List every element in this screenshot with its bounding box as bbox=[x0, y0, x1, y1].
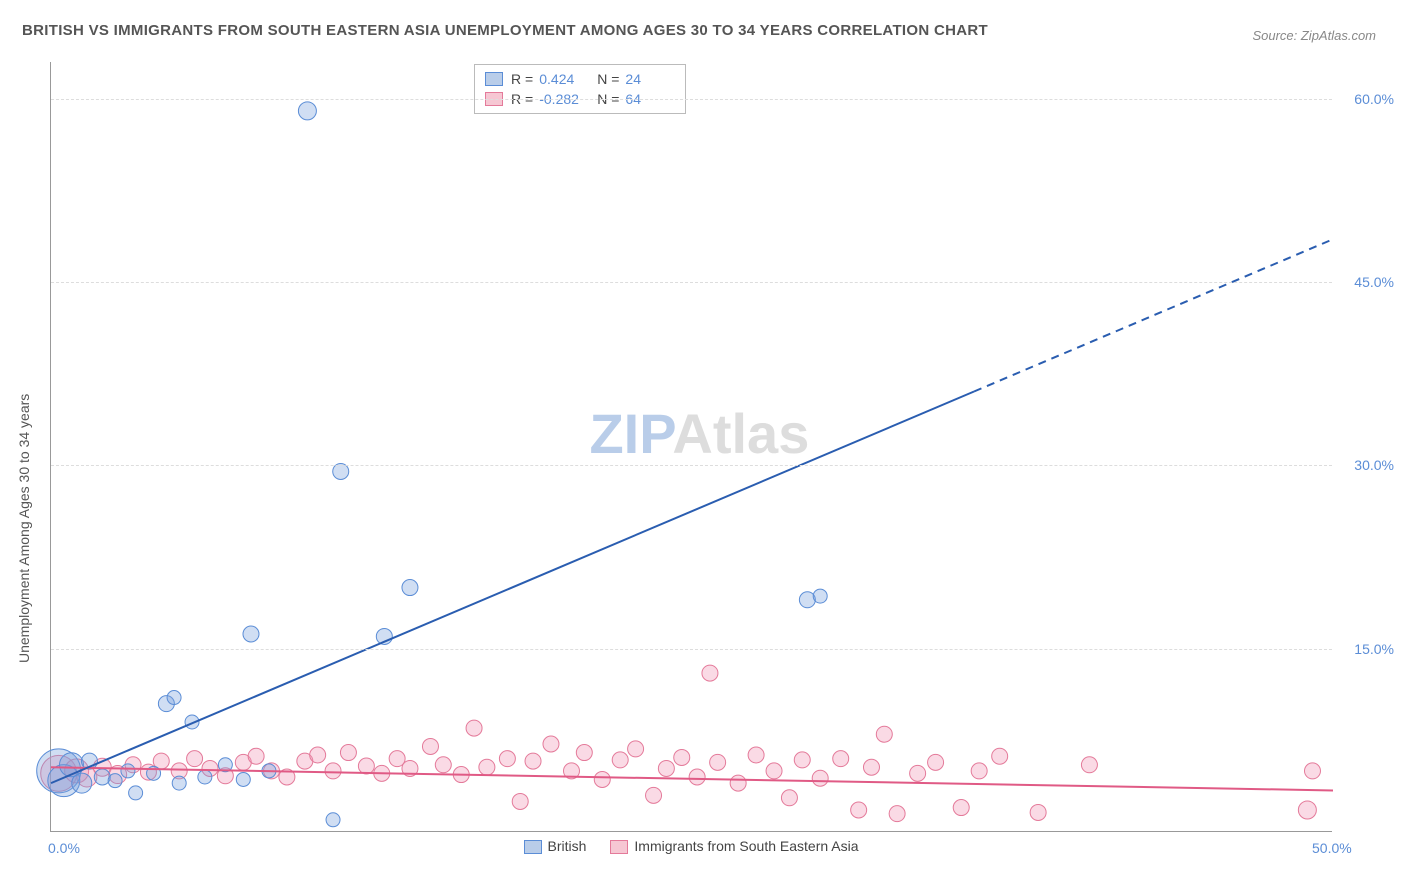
british-point bbox=[298, 102, 316, 120]
chart-title: BRITISH VS IMMIGRANTS FROM SOUTH EASTERN… bbox=[22, 22, 988, 39]
british-point bbox=[198, 770, 212, 784]
immigrants-point bbox=[1030, 804, 1046, 820]
immigrants-point bbox=[340, 745, 356, 761]
immigrants-point bbox=[187, 751, 203, 767]
british-point bbox=[167, 691, 181, 705]
series-legend-item: British bbox=[524, 838, 587, 854]
immigrants-point bbox=[612, 752, 628, 768]
legend-swatch bbox=[610, 840, 628, 854]
british-point bbox=[121, 764, 135, 778]
plot-svg bbox=[51, 62, 1333, 832]
immigrants-point bbox=[812, 770, 828, 786]
immigrants-point bbox=[851, 802, 867, 818]
immigrants-point bbox=[1298, 801, 1316, 819]
immigrants-point bbox=[992, 748, 1008, 764]
legend-label: Immigrants from South Eastern Asia bbox=[634, 838, 858, 854]
immigrants-point bbox=[689, 769, 705, 785]
immigrants-point bbox=[525, 753, 541, 769]
immigrants-point bbox=[1081, 757, 1097, 773]
british-point bbox=[172, 776, 186, 790]
immigrants-point bbox=[730, 775, 746, 791]
legend-label: British bbox=[548, 838, 587, 854]
british-point bbox=[236, 772, 250, 786]
immigrants-point bbox=[628, 741, 644, 757]
immigrants-point bbox=[863, 759, 879, 775]
immigrants-point bbox=[766, 763, 782, 779]
british-trendline-solid bbox=[51, 392, 974, 784]
immigrants-point bbox=[876, 726, 892, 742]
british-point bbox=[72, 773, 92, 793]
immigrants-point bbox=[248, 748, 264, 764]
gridline bbox=[51, 99, 1332, 100]
immigrants-point bbox=[889, 806, 905, 822]
correlation-legend: R = 0.424N = 24R = -0.282N = 64 bbox=[474, 64, 686, 114]
immigrants-point bbox=[910, 765, 926, 781]
british-point bbox=[326, 813, 340, 827]
immigrants-point bbox=[658, 760, 674, 776]
immigrants-point bbox=[435, 757, 451, 773]
r-label: R = bbox=[511, 71, 533, 87]
british-point bbox=[402, 580, 418, 596]
immigrants-point bbox=[794, 752, 810, 768]
y-tick-label: 60.0% bbox=[1354, 91, 1394, 107]
y-tick-label: 30.0% bbox=[1354, 457, 1394, 473]
immigrants-point bbox=[479, 759, 495, 775]
chart-container: BRITISH VS IMMIGRANTS FROM SOUTH EASTERN… bbox=[0, 0, 1406, 892]
n-value: 24 bbox=[625, 71, 675, 87]
british-point bbox=[129, 786, 143, 800]
british-point bbox=[813, 589, 827, 603]
y-axis-title: Unemployment Among Ages 30 to 34 years bbox=[16, 393, 32, 662]
immigrants-point bbox=[710, 754, 726, 770]
series-legend: British Immigrants from South Eastern Asi… bbox=[524, 838, 859, 854]
immigrants-point bbox=[543, 736, 559, 752]
series-legend-item: Immigrants from South Eastern Asia bbox=[610, 838, 858, 854]
x-tick-50: 50.0% bbox=[1312, 840, 1352, 856]
x-tick-0: 0.0% bbox=[48, 840, 80, 856]
gridline bbox=[51, 649, 1332, 650]
y-tick-label: 45.0% bbox=[1354, 274, 1394, 290]
legend-swatch bbox=[524, 840, 542, 854]
immigrants-point bbox=[928, 754, 944, 770]
immigrants-point bbox=[674, 749, 690, 765]
immigrants-point bbox=[310, 747, 326, 763]
immigrants-point bbox=[512, 793, 528, 809]
correlation-row: R = 0.424 N = 24 bbox=[485, 69, 675, 89]
immigrants-point bbox=[1304, 763, 1320, 779]
immigrants-point bbox=[971, 763, 987, 779]
legend-swatch bbox=[485, 72, 503, 86]
immigrants-point bbox=[422, 738, 438, 754]
immigrants-point bbox=[953, 800, 969, 816]
british-trendline-dashed bbox=[974, 239, 1333, 391]
immigrants-point bbox=[325, 763, 341, 779]
british-point bbox=[243, 626, 259, 642]
gridline bbox=[51, 465, 1332, 466]
british-point bbox=[108, 774, 122, 788]
immigrants-point bbox=[499, 751, 515, 767]
n-label: N = bbox=[597, 71, 619, 87]
immigrants-point bbox=[358, 758, 374, 774]
immigrants-point bbox=[781, 790, 797, 806]
immigrants-point bbox=[748, 747, 764, 763]
gridline bbox=[51, 282, 1332, 283]
y-tick-label: 15.0% bbox=[1354, 641, 1394, 657]
immigrants-point bbox=[594, 771, 610, 787]
r-value: 0.424 bbox=[539, 71, 589, 87]
immigrants-point bbox=[576, 745, 592, 761]
immigrants-point bbox=[702, 665, 718, 681]
immigrants-point bbox=[646, 787, 662, 803]
immigrants-point bbox=[466, 720, 482, 736]
plot-area: ZIPAtlas R = 0.424N = 24R = -0.282N = 64… bbox=[50, 62, 1332, 832]
chart-source: Source: ZipAtlas.com bbox=[1252, 28, 1376, 43]
immigrants-point bbox=[833, 751, 849, 767]
